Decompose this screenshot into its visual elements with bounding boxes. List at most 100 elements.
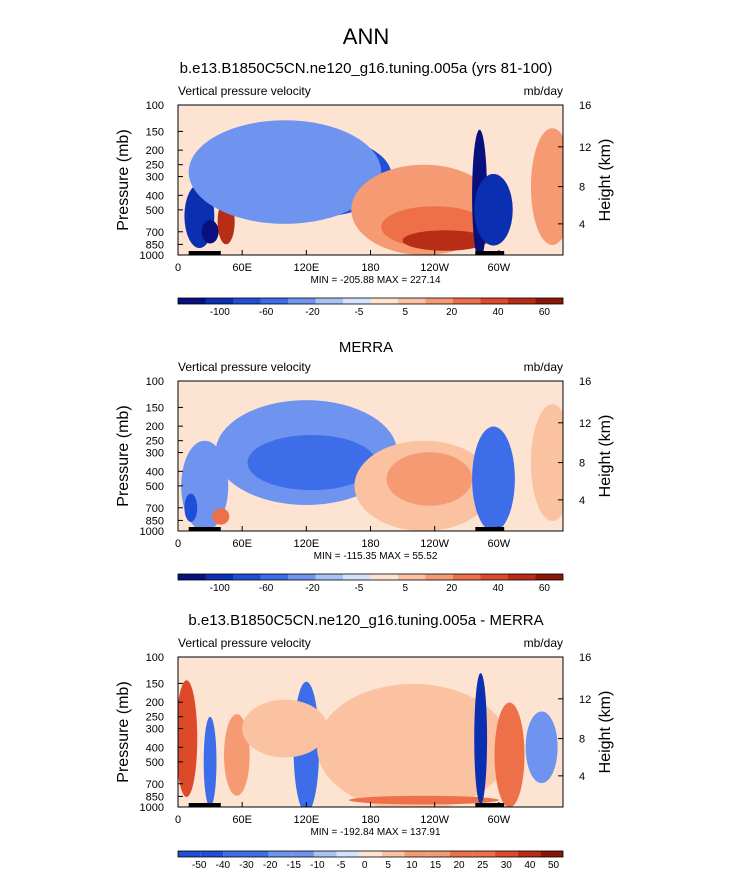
colorbar-box — [336, 851, 360, 857]
colorbar-box — [453, 298, 481, 304]
colorbar-box — [288, 298, 316, 304]
colorbar-box — [200, 851, 224, 857]
x-tick-label: 180 — [361, 538, 379, 550]
y2-axis-title: Height (km) — [597, 139, 614, 222]
colorbar-box — [404, 851, 428, 857]
y-tick-label: 250 — [146, 160, 164, 172]
contour-region-8 — [474, 672, 488, 805]
y-tick-label: 100 — [146, 376, 164, 388]
contour-region-7 — [386, 452, 473, 506]
y2-tick-label: 12 — [579, 418, 591, 430]
colorbar-box — [535, 574, 563, 580]
contour-region-2 — [201, 220, 219, 244]
colorbar-label: -5 — [354, 307, 363, 318]
colorbar-box — [343, 574, 371, 580]
colorbar-box — [205, 574, 233, 580]
y-axis-title: Pressure (mb) — [115, 129, 132, 230]
colorbar-label: 20 — [454, 860, 466, 871]
land-mask-1 — [188, 251, 221, 255]
colorbar-label: 10 — [406, 860, 418, 871]
colorbar-label: 25 — [477, 860, 489, 871]
colorbar-frame — [177, 850, 564, 858]
y-tick-label: 850 — [146, 791, 164, 803]
y2-axis-title: Height (km) — [597, 691, 614, 774]
colorbar-box — [381, 851, 405, 857]
colorbar-label: 60 — [539, 583, 551, 594]
y-tick-label: 200 — [146, 421, 164, 433]
y-tick-label: 250 — [146, 436, 164, 448]
stats-label: MIN = -205.88 MAX = 227.14 — [310, 275, 441, 286]
chart-panel-3: b.e13.B1850C5CN.ne120_g16.tuning.005a - … — [115, 612, 614, 871]
colorbar-label: -60 — [259, 583, 274, 594]
colorbar-box — [178, 851, 201, 857]
colorbar-box — [480, 298, 508, 304]
x-tick-label: 120E — [293, 262, 319, 274]
colorbar-label: 15 — [430, 860, 442, 871]
chart-title: b.e13.B1850C5CN.ne120_g16.tuning.005a - … — [188, 612, 543, 629]
contour-field — [178, 657, 563, 807]
colorbar-box — [178, 574, 206, 580]
colorbar-box — [370, 574, 398, 580]
contour-region-5 — [247, 435, 376, 491]
colorbar-label: 50 — [548, 860, 560, 871]
y-tick-label: 200 — [146, 145, 164, 157]
y2-tick-label: 16 — [579, 100, 591, 112]
colorbar-box — [508, 298, 536, 304]
colorbar-label: -20 — [305, 307, 320, 318]
chart-title: b.e13.B1850C5CN.ne120_g16.tuning.005a (y… — [180, 60, 553, 77]
y-tick-label: 200 — [146, 697, 164, 709]
y2-tick-label: 16 — [579, 376, 591, 388]
x-tick-label: 180 — [361, 814, 379, 826]
colorbar-box — [508, 574, 536, 580]
colorbar-label: 40 — [524, 860, 536, 871]
y-tick-label: 400 — [146, 190, 164, 202]
colorbar-box — [370, 298, 398, 304]
left-label: Vertical pressure velocity — [178, 636, 311, 650]
contour-region-3 — [212, 508, 230, 525]
y2-tick-label: 4 — [579, 219, 585, 231]
colorbar-label: -30 — [239, 860, 254, 871]
colorbar-box — [245, 851, 269, 857]
colorbar-box — [233, 574, 261, 580]
colorbar-frame — [177, 573, 564, 581]
colorbar-label: -5 — [354, 583, 363, 594]
y-tick-label: 250 — [146, 712, 164, 724]
colorbar-label: -100 — [210, 583, 230, 594]
colorbar-box — [205, 298, 233, 304]
chart-panel-1: b.e13.B1850C5CN.ne120_g16.tuning.005a (y… — [115, 60, 614, 318]
colorbar-label: 5 — [385, 860, 391, 871]
stats-label: MIN = -192.84 MAX = 137.91 — [310, 827, 441, 838]
colorbar-box — [540, 851, 563, 857]
colorbar-box — [291, 851, 314, 857]
left-label: Vertical pressure velocity — [178, 84, 311, 98]
colorbar-label: 5 — [403, 307, 409, 318]
x-tick-label: 60W — [488, 814, 511, 826]
units-label: mb/day — [524, 84, 563, 98]
colorbar-box — [425, 574, 453, 580]
colorbar-box — [472, 851, 496, 857]
chart-panel-2: MERRA Vertical pressure velocity mb/day 0 60… — [115, 339, 614, 594]
y-tick-label: 400 — [146, 466, 164, 478]
colorbar-label: -5 — [337, 860, 346, 871]
contour-region-8 — [472, 426, 515, 531]
contour-region-5 — [242, 699, 328, 758]
contour-region-7 — [349, 795, 499, 805]
contour-region-9 — [402, 230, 489, 251]
colorbar-label: -40 — [216, 860, 231, 871]
y-tick-label: 700 — [146, 227, 164, 239]
land-mask-1 — [188, 803, 221, 807]
colorbar-box — [480, 574, 508, 580]
colorbar-box — [398, 574, 426, 580]
y-tick-label: 1000 — [140, 802, 164, 814]
colorbar-box — [313, 851, 337, 857]
contour-region-1 — [178, 680, 198, 797]
y2-tick-label: 4 — [579, 495, 585, 507]
land-mask-2 — [475, 803, 505, 807]
y2-tick-label: 8 — [579, 458, 585, 470]
colorbar-box — [268, 851, 292, 857]
x-tick-label: 60W — [488, 262, 511, 274]
colorbar-box — [535, 298, 563, 304]
y-tick-label: 1000 — [140, 250, 164, 262]
land-mask-2 — [475, 527, 505, 531]
